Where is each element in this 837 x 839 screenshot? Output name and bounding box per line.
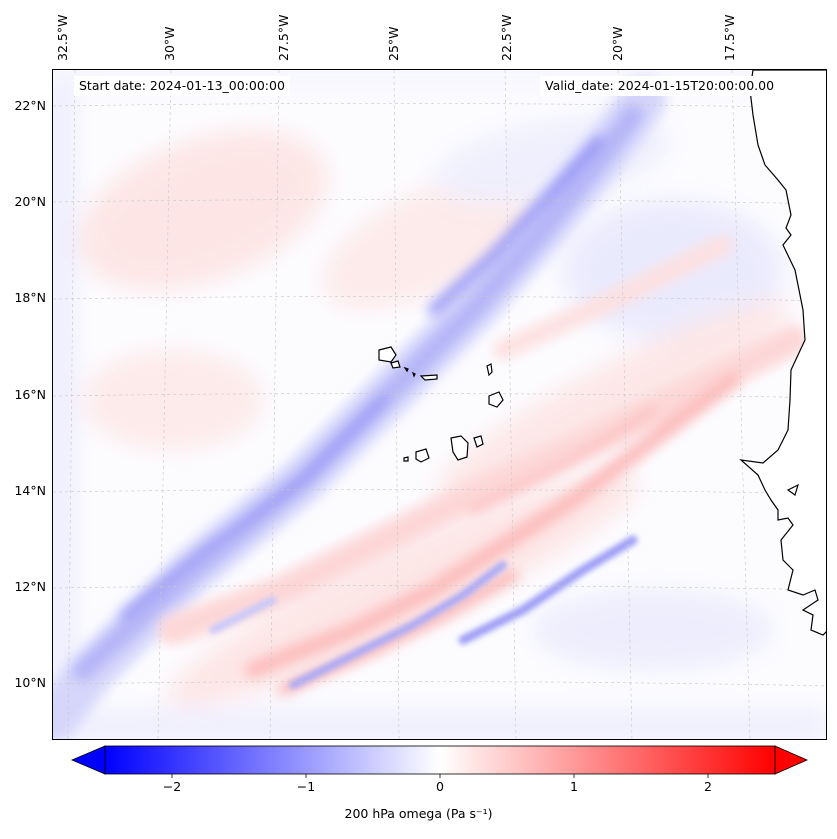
lat-label-18n: 18°N — [14, 290, 46, 305]
start-date-label: Start date: 2024-01-13_00:00:00 — [74, 76, 290, 96]
map-panel — [52, 69, 827, 740]
colorbar — [70, 745, 808, 778]
colorbar-extend-max — [774, 745, 808, 775]
cape-verde-islands — [378, 346, 504, 463]
lon-label-32-5w: 32.5°W — [55, 14, 70, 61]
colorbar-tick-0: 0 — [436, 779, 444, 794]
coastline — [739, 70, 826, 636]
lat-label-16n: 16°N — [14, 387, 46, 402]
lat-label-12n: 12°N — [14, 579, 46, 594]
colorbar-label: 200 hPa omega (Pa s⁻¹) — [344, 806, 493, 821]
lon-label-27-5w: 27.5°W — [276, 14, 291, 61]
colorbar-tick-2: 2 — [704, 779, 712, 794]
lat-label-22n: 22°N — [14, 98, 46, 113]
omega-field — [53, 70, 826, 739]
colorbar-tick-neg1: −1 — [296, 779, 316, 794]
valid-date-label: Valid_date: 2024-01-15T20:00:00.00 — [540, 76, 780, 96]
graticule — [53, 70, 826, 739]
lat-label-14n: 14°N — [14, 483, 46, 498]
colorbar-tick-neg2: −2 — [162, 779, 182, 794]
colorbar-tick-1: 1 — [570, 779, 578, 794]
lon-label-25w: 25°W — [386, 26, 401, 61]
lon-label-30w: 30°W — [162, 26, 177, 61]
lat-label-10n: 10°N — [14, 675, 46, 690]
lon-label-17-5w: 17.5°W — [722, 14, 737, 61]
colorbar-gradient — [104, 745, 776, 775]
lon-label-20w: 20°W — [610, 26, 625, 61]
lon-label-22-5w: 22.5°W — [499, 14, 514, 61]
colorbar-extend-min — [70, 745, 106, 775]
lat-label-20n: 20°N — [14, 194, 46, 209]
